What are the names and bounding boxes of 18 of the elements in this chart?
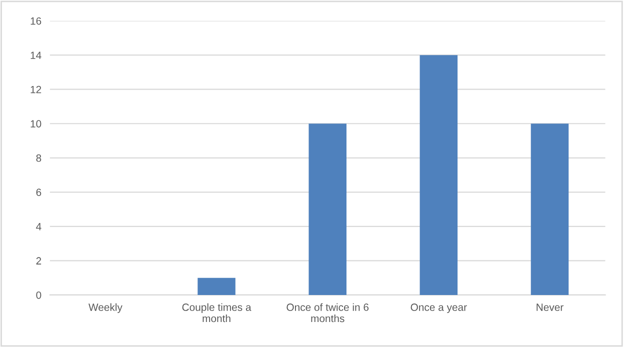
x-tick-label: Never [536,304,564,311]
y-tick-label: 6 [36,188,42,196]
y-tick-label: 12 [30,86,42,94]
y-tick-label: 2 [36,257,42,264]
bar [420,55,458,295]
y-tick-label: 14 [30,52,42,59]
y-tick-label: 4 [36,223,42,230]
y-tick-label: 0 [36,291,42,299]
x-tick-label: Couple times a month [182,303,252,322]
y-tick-label: 10 [30,120,42,128]
bar [198,278,236,295]
y-tick-label: 16 [30,17,42,25]
x-tick-label: Weekly [88,303,122,313]
x-tick-label: Once of twice in 6 months [286,303,369,322]
bar [530,124,569,295]
x-tick-label: Once a year [410,304,467,313]
bar [308,124,346,295]
y-tick-label: 8 [36,154,42,162]
